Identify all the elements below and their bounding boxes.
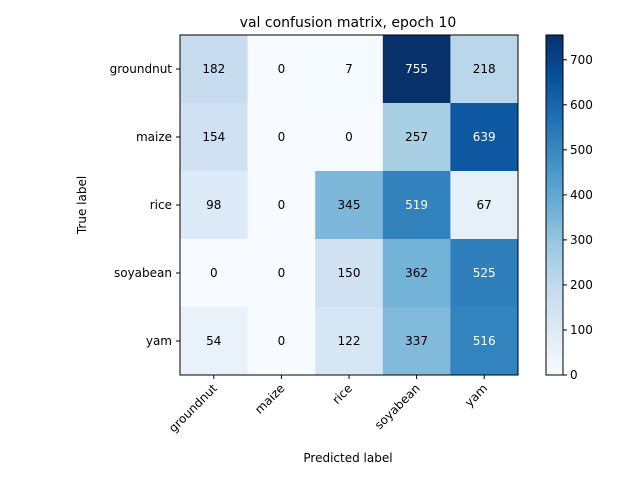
cell-value-label: 0 — [278, 62, 286, 76]
cell-value-label: 0 — [278, 266, 286, 280]
cell-value-label: 519 — [405, 198, 428, 212]
colorbar-ticks: 0 100 200 300 400 500 600 700 — [563, 53, 593, 382]
x-tick-label: yam — [462, 381, 490, 409]
colorbar-tick-label: 500 — [570, 143, 593, 157]
cell-value-label: 345 — [338, 198, 361, 212]
cell-value-label: 122 — [338, 334, 361, 348]
y-tick-label: yam — [146, 334, 172, 348]
y-tick-label: maize — [136, 130, 172, 144]
x-tick-label: maize — [252, 381, 287, 416]
cell-value-label: 516 — [473, 334, 496, 348]
cell-value-label: 0 — [210, 266, 218, 280]
cell-value-label: 362 — [405, 266, 428, 280]
colorbar-tick-label: 400 — [570, 188, 593, 202]
y-tick-label: rice — [150, 198, 172, 212]
y-tick-label: groundnut — [110, 62, 173, 76]
cell-value-label: 755 — [405, 62, 428, 76]
colorbar-tick-label: 100 — [570, 323, 593, 337]
cell-value-label: 0 — [278, 130, 286, 144]
colorbar-tick-label: 600 — [570, 98, 593, 112]
cell-value-label: 7 — [345, 62, 353, 76]
y-axis-label: True label — [75, 176, 89, 235]
colorbar-tick-label: 700 — [570, 53, 593, 67]
cell-value-label: 218 — [473, 62, 496, 76]
cell-value-label: 0 — [345, 130, 353, 144]
cell-value-label: 67 — [477, 198, 492, 212]
cell-value-label: 257 — [405, 130, 428, 144]
colorbar-tick-label: 200 — [570, 278, 593, 292]
cell-value-label: 154 — [202, 130, 225, 144]
cell-value-label: 150 — [338, 266, 361, 280]
x-axis: groundnut maize rice soyabean yam — [166, 375, 490, 435]
x-axis-label: Predicted label — [303, 451, 392, 465]
chart-title: val confusion matrix, epoch 10 — [240, 15, 457, 31]
cell-value-label: 0 — [278, 198, 286, 212]
colorbar-tick-label: 300 — [570, 233, 593, 247]
y-axis: groundnut maize rice soyabean yam — [110, 62, 180, 348]
colorbar-tick-label: 0 — [570, 368, 578, 382]
x-tick-label: rice — [329, 381, 355, 407]
y-tick-label: soyabean — [114, 266, 172, 280]
x-tick-label: groundnut — [166, 381, 220, 435]
colorbar — [546, 35, 563, 375]
x-tick-label: soyabean — [372, 381, 423, 432]
cell-value-label: 525 — [473, 266, 496, 280]
cell-value-label: 98 — [206, 198, 221, 212]
cell-value-label: 639 — [473, 130, 496, 144]
cell-value-label: 54 — [206, 334, 221, 348]
cell-value-label: 337 — [405, 334, 428, 348]
cell-value-label: 182 — [202, 62, 225, 76]
cell-value-label: 0 — [278, 334, 286, 348]
